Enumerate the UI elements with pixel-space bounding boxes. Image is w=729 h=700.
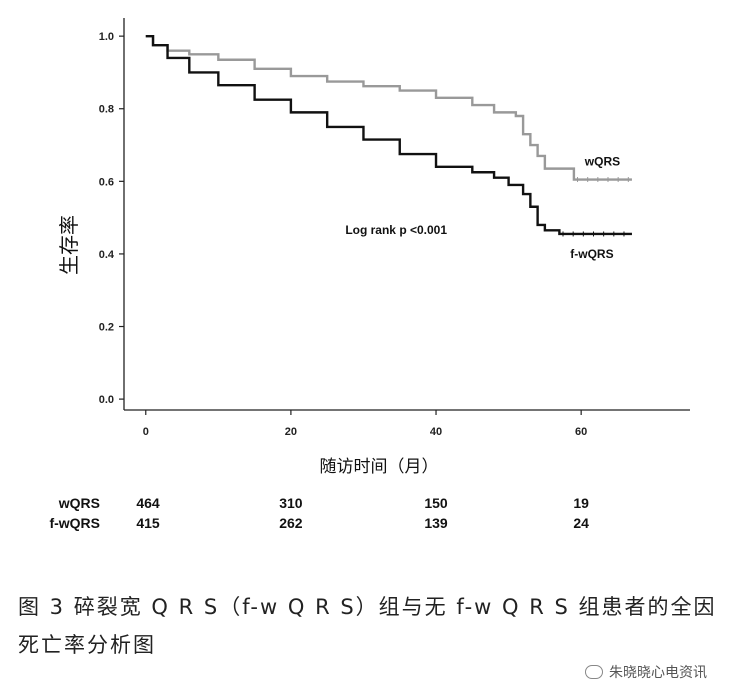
- y-tick-label: 0.6: [99, 176, 114, 188]
- risk-value: 19: [573, 495, 589, 511]
- series-line-wQRS: [145, 34, 632, 181]
- y-tick-label: 0.2: [99, 322, 114, 334]
- figure-caption: 图 3 碎裂宽 Q R S（f-w Q R S）组与无 f-w Q R S 组患…: [18, 595, 717, 657]
- wechat-icon: [585, 665, 603, 679]
- x-axis-label: 随访时间（月）: [320, 457, 439, 477]
- watermark-text: 朱晓晓心电资讯: [609, 665, 707, 681]
- risk-value: 24: [573, 515, 589, 531]
- log-rank-annotation: Log rank p <0.001: [345, 223, 447, 237]
- risk-row-label: wQRS: [58, 495, 100, 511]
- y-tick-label: 1.0: [99, 31, 114, 43]
- x-tick-label: 20: [285, 426, 297, 438]
- risk-value: 262: [279, 515, 303, 531]
- risk-value: 139: [424, 515, 448, 531]
- survival-chart: 0.0 0.2 0.4 0.6 0.8 1.0 0 20 40 60 随访时间（月） 生存率 wQRS f…: [49, 18, 690, 531]
- risk-value: 150: [424, 495, 448, 511]
- risk-row-label: f-wQRS: [49, 515, 100, 531]
- y-tick-label: 0.8: [99, 104, 114, 116]
- series-label-wQRS: wQRS: [584, 155, 620, 169]
- series-label-f-wQRS: f-wQRS: [570, 247, 613, 261]
- y-axis-label: 生存率: [57, 215, 81, 275]
- x-tick-label: 40: [430, 426, 442, 438]
- x-tick-label: 60: [575, 426, 587, 438]
- x-tick-label: 0: [143, 426, 149, 438]
- series-line-f-wQRS: [145, 34, 632, 236]
- risk-value: 415: [136, 515, 160, 531]
- watermark: 朱晓晓心电资讯: [585, 662, 707, 682]
- risk-value: 310: [279, 495, 303, 511]
- y-tick-label: 0.0: [99, 394, 114, 406]
- y-tick-label: 0.4: [99, 249, 115, 261]
- risk-value: 464: [136, 495, 160, 511]
- survival-chart-svg: 0.0 0.2 0.4 0.6 0.8 1.0 0 20 40 60 随访时间（月） 生存率 wQRS f…: [49, 18, 690, 531]
